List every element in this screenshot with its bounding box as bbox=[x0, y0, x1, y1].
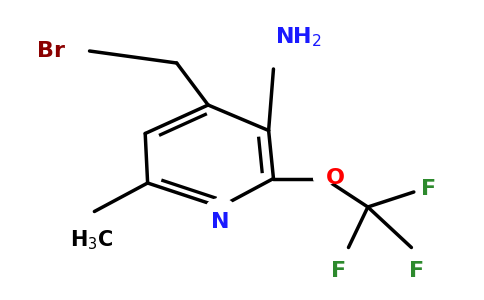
Text: H$_3$C: H$_3$C bbox=[70, 228, 114, 252]
Text: N: N bbox=[211, 212, 229, 232]
Text: NH$_2$: NH$_2$ bbox=[275, 26, 322, 49]
Text: F: F bbox=[331, 261, 347, 281]
Circle shape bbox=[207, 199, 234, 215]
Circle shape bbox=[314, 172, 335, 185]
Text: O: O bbox=[326, 169, 345, 188]
Text: Br: Br bbox=[37, 41, 65, 61]
Text: F: F bbox=[421, 179, 436, 199]
Text: F: F bbox=[408, 261, 424, 281]
